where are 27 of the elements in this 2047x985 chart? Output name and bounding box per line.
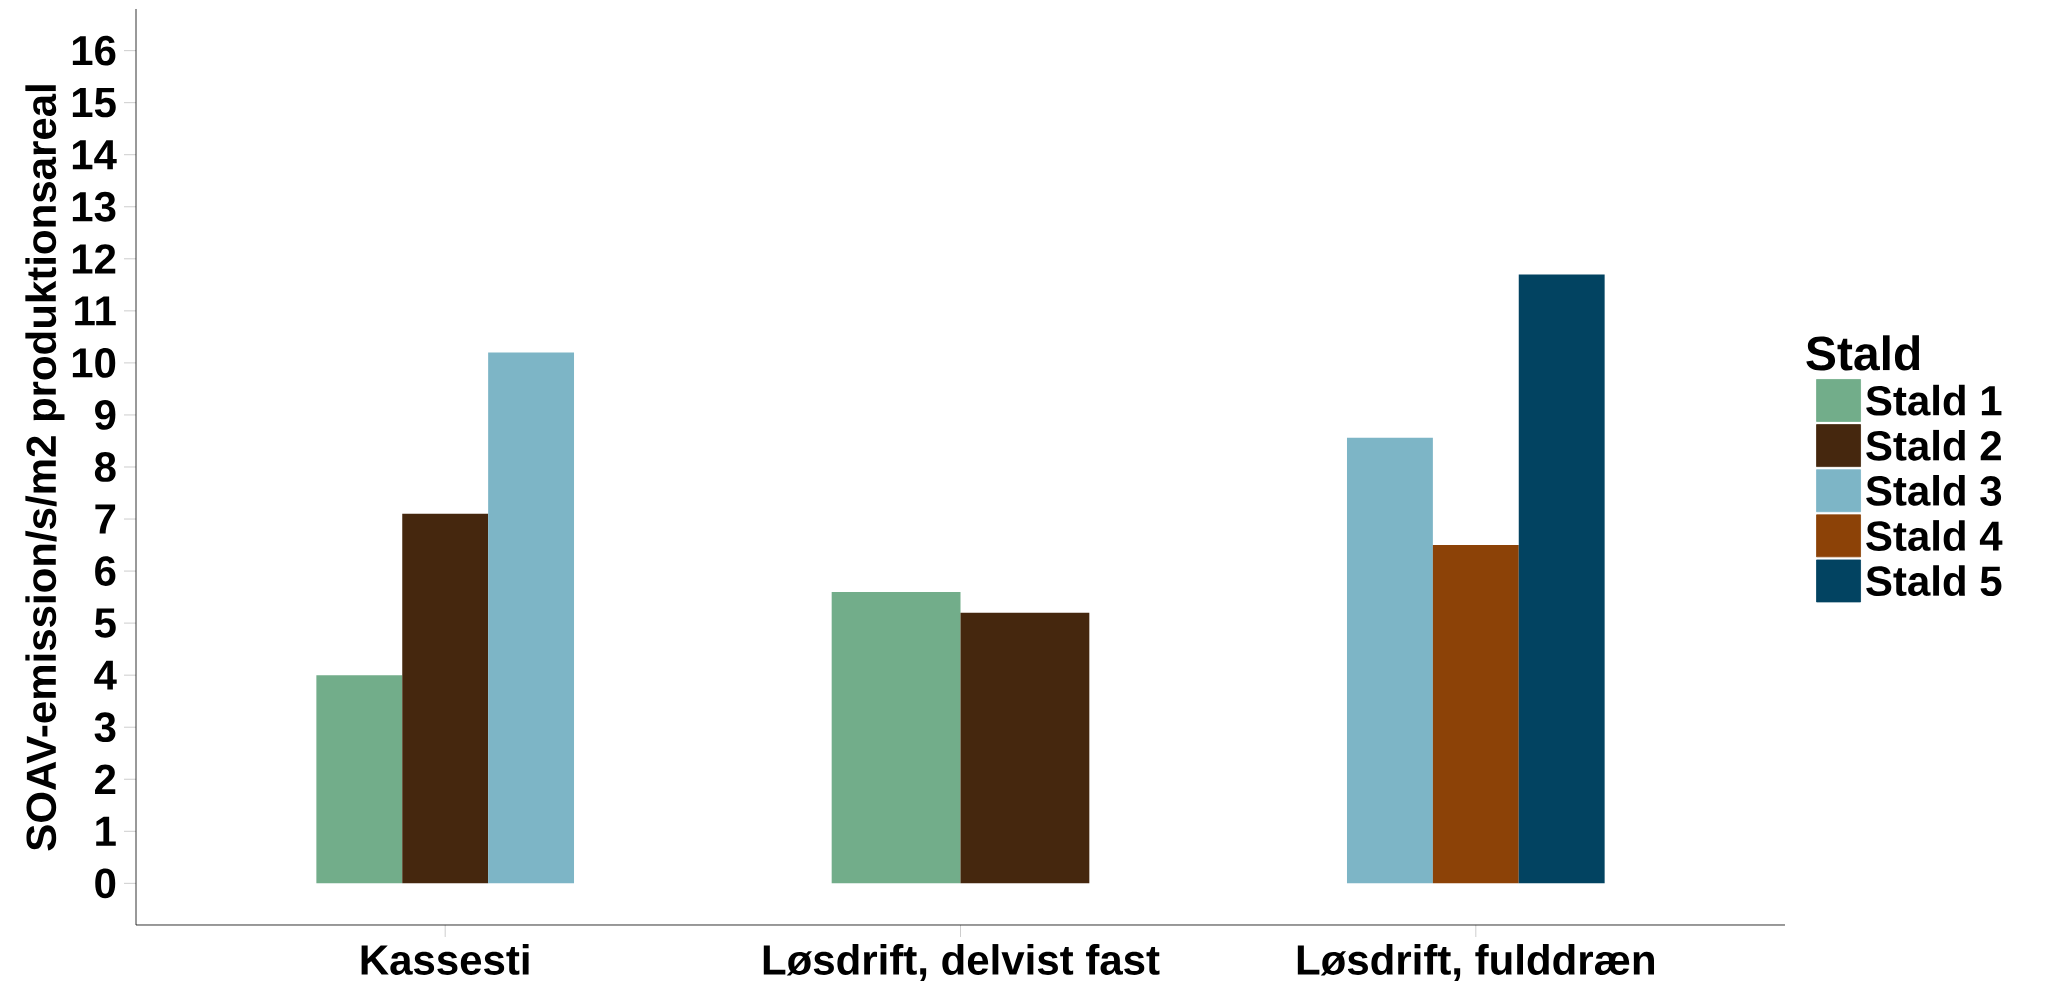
- y-tick-label: 13: [72, 191, 116, 222]
- y-tick-label: 5: [94, 608, 116, 638]
- y-tick-label: 6: [95, 556, 116, 586]
- y-tick-label: 9: [95, 400, 116, 430]
- y-tick-label: 10: [72, 348, 116, 378]
- x-tick-label: Kassesti: [361, 944, 529, 975]
- legend-label: Stald 2: [1866, 429, 2001, 461]
- y-tick-label: 16: [72, 35, 116, 66]
- y-tick-label: 1: [96, 816, 116, 846]
- y-tick-label: 14: [72, 140, 117, 170]
- y-tick-label: 0: [95, 868, 116, 899]
- y-axis-title: SOAV-emission/s/m2 produktionsareal: [25, 85, 65, 851]
- legend-label: Stald 4: [1866, 520, 2003, 551]
- y-tick-label: 15: [72, 88, 116, 118]
- legend-label: Stald 1: [1866, 384, 2002, 416]
- y-tick-label: 7: [95, 504, 116, 534]
- legend-label: Stald 5: [1866, 565, 2002, 597]
- x-tick-label: Løsdrift, fulddræn: [1297, 944, 1655, 981]
- legend-title: Stald: [1806, 335, 1920, 371]
- x-tick-label: Løsdrift, delvist fast: [763, 944, 1160, 981]
- y-tick-label: 2: [95, 764, 116, 794]
- y-tick-label: 8: [94, 452, 116, 482]
- y-tick-label: 3: [94, 712, 116, 743]
- y-tick-label: 12: [72, 244, 116, 274]
- y-tick-label: 11: [75, 296, 116, 326]
- y-tick-label: 4: [94, 660, 117, 690]
- legend-label: Stald 3: [1866, 475, 2002, 506]
